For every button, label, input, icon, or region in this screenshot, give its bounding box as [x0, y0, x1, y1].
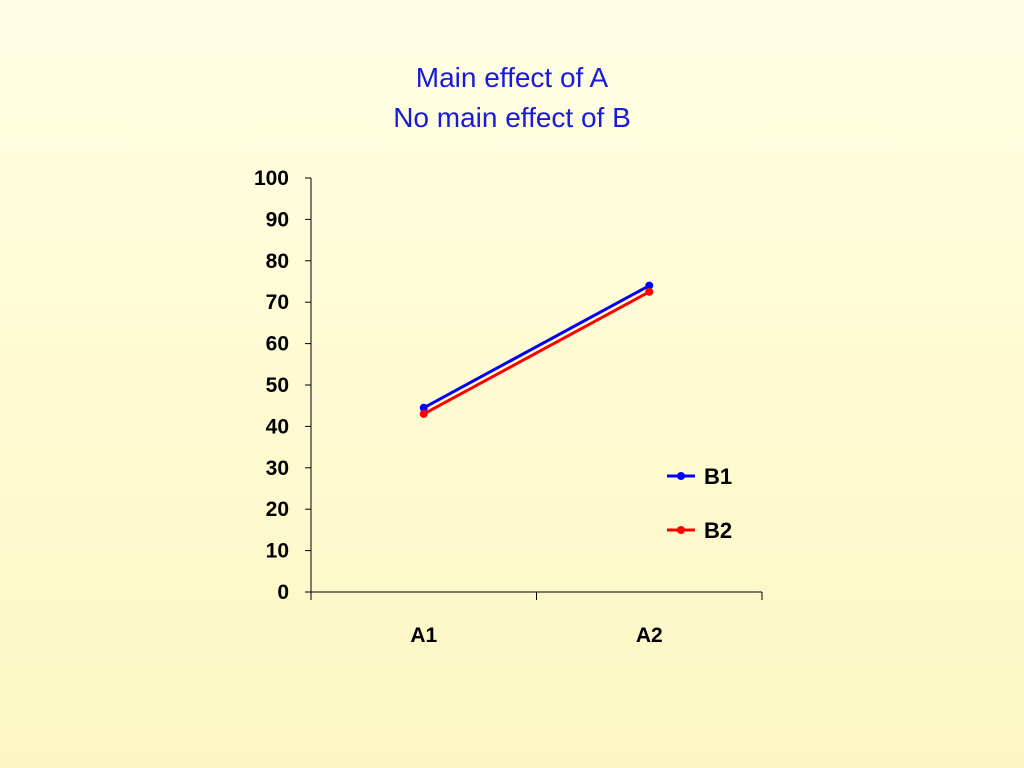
legend-label-b1: B1: [704, 464, 732, 489]
y-tick-label: 50: [266, 374, 289, 397]
data-point-b1: [645, 281, 654, 290]
x-axis-ticks: A1 A2: [310, 592, 763, 647]
y-tick-label: 90: [266, 208, 289, 231]
data-point-b2: [419, 409, 428, 418]
legend-label-b2: B2: [704, 518, 732, 543]
legend: B1 B2: [667, 464, 732, 543]
data-point-b1: [419, 403, 428, 412]
data-point-b2: [645, 287, 654, 296]
chart-title: Main effect of A No main effect of B: [0, 58, 1024, 138]
legend-marker-b1: [677, 472, 685, 480]
y-axis-ticks: 0 10 20 30 40 50 60 70 80 90 100: [254, 167, 311, 604]
y-tick-label: 0: [277, 581, 289, 604]
y-tick-label: 80: [266, 250, 289, 273]
y-tick-label: 40: [266, 415, 289, 438]
y-tick-label: 70: [266, 291, 289, 314]
chart-title-line-2: No main effect of B: [393, 102, 631, 133]
y-tick-label: 30: [266, 457, 289, 480]
y-tick-label: 10: [266, 540, 289, 563]
series-line-b1: [423, 284, 650, 410]
legend-marker-b2: [677, 526, 685, 534]
y-tick-label: 20: [266, 498, 289, 521]
series-line-b2: [423, 290, 650, 416]
x-tick-label: A2: [636, 624, 663, 647]
series-layer: [419, 281, 654, 418]
y-tick-label: 60: [266, 333, 289, 356]
y-tick-label: 100: [254, 167, 289, 190]
chart-title-line-1: Main effect of A: [415, 62, 609, 93]
x-tick-label: A1: [410, 624, 437, 647]
